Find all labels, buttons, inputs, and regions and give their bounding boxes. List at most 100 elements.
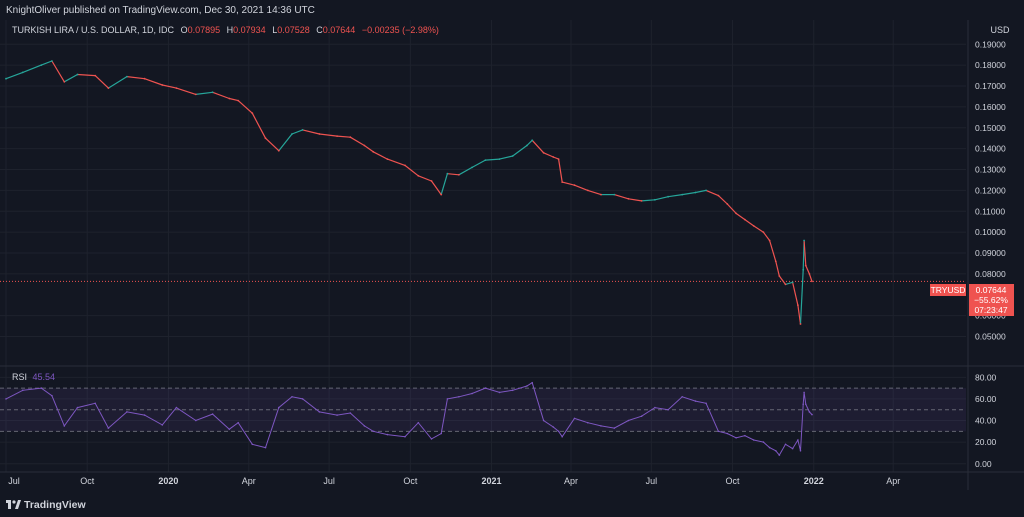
rsi-point (5, 398, 7, 400)
price-segment (77, 73, 96, 77)
rsi-tick-label: 80.00 (975, 372, 997, 382)
price-segment (726, 203, 737, 214)
price-point (717, 194, 720, 197)
price-tick-label: 0.10000 (975, 227, 1006, 237)
price-segment (562, 181, 575, 186)
rsi-point (237, 421, 239, 424)
rsi-point (694, 400, 697, 402)
rsi-point (372, 430, 375, 433)
price-point (446, 172, 449, 175)
price-point (600, 193, 602, 196)
price-point (5, 77, 7, 80)
time-axis[interactable]: Jul Oct 2020 Apr Jul Oct 2021 Apr Jul Oct 2022 Apr (8, 476, 900, 486)
price-point (211, 91, 214, 94)
price-point (694, 191, 697, 194)
rsi-point (613, 427, 616, 429)
price-point (301, 129, 304, 131)
time-tick-label: Jul (323, 476, 335, 486)
rsi-point (94, 402, 96, 405)
rsi-point (791, 447, 794, 450)
rsi-point (446, 398, 449, 400)
symbol-badge: TRYUSD (931, 285, 966, 295)
high-label: H (227, 25, 234, 35)
price-segment (291, 129, 303, 135)
price-point (762, 231, 765, 234)
price-segment (447, 173, 459, 176)
rsi-point (640, 415, 643, 418)
price-segment (628, 198, 642, 202)
close-value: 0.07644 (323, 25, 356, 35)
rsi-point (600, 425, 602, 427)
price-point (336, 135, 338, 138)
price-point (76, 73, 79, 76)
price-segment (485, 158, 500, 161)
rsi-point (498, 391, 501, 394)
price-segment (735, 212, 746, 221)
price-segment (212, 91, 230, 100)
price-point (363, 144, 366, 147)
price-segment (162, 84, 177, 89)
price-segment (668, 194, 683, 198)
price-segment (440, 173, 448, 195)
price-segment (512, 145, 528, 157)
price-tick-label: 0.16000 (975, 102, 1006, 112)
price-point (511, 155, 514, 157)
rsi-point (336, 414, 338, 416)
rsi-point (195, 419, 197, 422)
time-tick-label: Apr (242, 476, 256, 486)
rsi-point (797, 439, 799, 441)
price-point (161, 84, 164, 86)
price-segment (778, 275, 786, 285)
price-point (802, 268, 805, 271)
price-tick-label: 0.13000 (975, 165, 1006, 175)
price-point (237, 99, 240, 102)
price-point (735, 212, 737, 215)
price-point (797, 304, 799, 307)
price-segment (641, 199, 655, 202)
rsi-tick-label: 40.00 (975, 416, 997, 426)
price-point (430, 180, 433, 182)
rsi-point (735, 437, 737, 439)
price-segment (499, 155, 513, 160)
rsi-point (22, 389, 24, 392)
rsi-point (573, 417, 576, 420)
rsi-point (557, 430, 560, 433)
time-tick-label: Oct (403, 476, 418, 486)
price-point (107, 87, 110, 89)
price-point (744, 218, 746, 221)
time-tick-label: Apr (564, 476, 578, 486)
rsi-point (417, 421, 420, 424)
rsi-point (705, 402, 707, 405)
rsi-point (430, 438, 433, 440)
time-tick-label: Oct (80, 476, 95, 486)
rsi-axis[interactable]: 80.00 60.00 40.00 20.00 0.00 (975, 372, 997, 468)
rsi-point (471, 392, 473, 395)
price-segment (431, 180, 442, 195)
low-label: L (272, 25, 277, 35)
price-point (143, 77, 146, 80)
open-label: O (181, 25, 188, 35)
price-segment (195, 91, 213, 95)
rsi-point (681, 396, 683, 398)
rsi-point (40, 387, 43, 389)
price-segment (614, 194, 629, 200)
rsi-point (717, 430, 720, 433)
price-point (458, 173, 460, 176)
rsi-point (752, 439, 755, 441)
price-point (194, 93, 197, 96)
time-tick-label: 2020 (158, 476, 178, 486)
price-segment (41, 60, 53, 66)
change-value: −0.00235 (−2.98%) (362, 25, 439, 35)
rsi-point (161, 424, 164, 426)
price-point (175, 87, 178, 89)
time-tick-label: 2021 (482, 476, 502, 486)
rsi-value: 45.54 (33, 372, 56, 382)
price-point (654, 198, 656, 201)
price-segment (717, 195, 728, 205)
price-tick-label: 0.08000 (975, 269, 1006, 279)
price-point (586, 189, 589, 192)
rsi-legend: RSI 45.54 (12, 372, 55, 382)
rsi-point (386, 433, 389, 436)
price-segment (302, 129, 320, 135)
price-point (627, 197, 630, 200)
